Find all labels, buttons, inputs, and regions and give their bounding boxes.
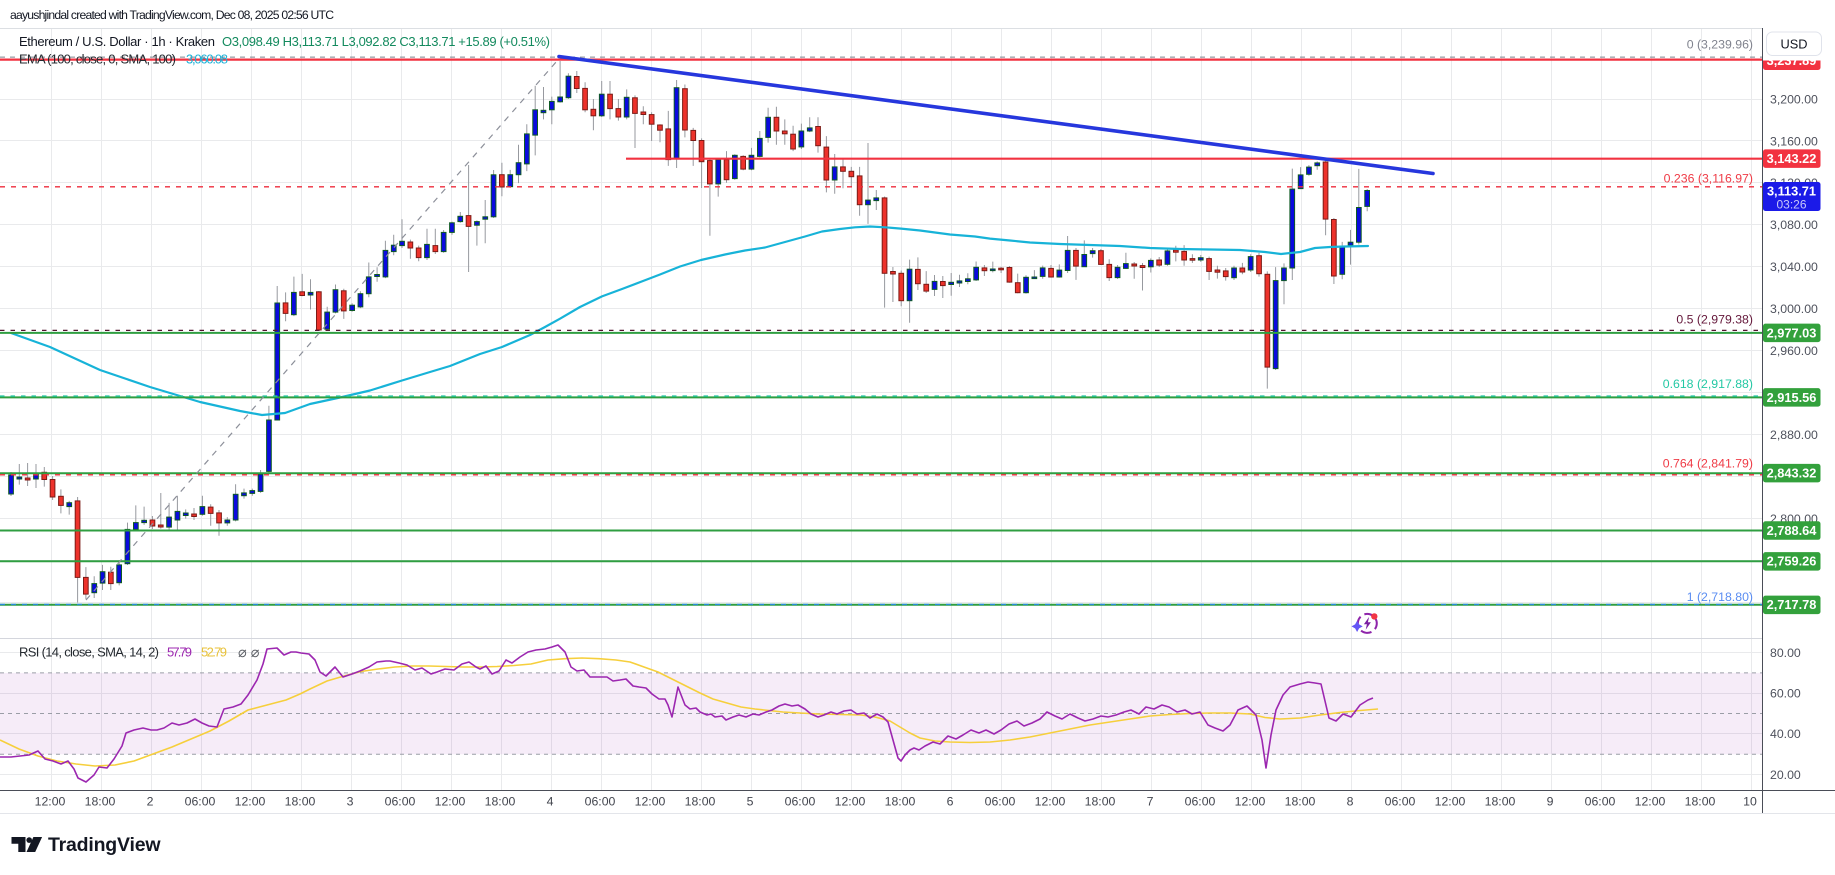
svg-text:0.236 (3,116.97): 0.236 (3,116.97) xyxy=(1664,172,1753,186)
svg-text:3,200.00: 3,200.00 xyxy=(1770,92,1818,106)
svg-text:3,040.00: 3,040.00 xyxy=(1770,260,1818,274)
svg-text:18:00: 18:00 xyxy=(1685,795,1716,809)
svg-text:10: 10 xyxy=(1743,795,1757,809)
svg-text:52.79: 52.79 xyxy=(201,645,227,660)
svg-text:5: 5 xyxy=(747,795,754,809)
svg-text:06:00: 06:00 xyxy=(1585,795,1616,809)
svg-text:12:00: 12:00 xyxy=(435,795,466,809)
svg-text:0.618 (2,917.88): 0.618 (2,917.88) xyxy=(1663,377,1753,391)
svg-text:Ethereum / U.S. Dollar · 1h ·: Ethereum / U.S. Dollar · 1h · Kraken xyxy=(19,34,215,49)
svg-text:18:00: 18:00 xyxy=(85,795,116,809)
svg-text:12:00: 12:00 xyxy=(1235,795,1266,809)
svg-text:6: 6 xyxy=(947,795,954,809)
svg-text:57.79: 57.79 xyxy=(167,645,192,660)
svg-text:0.5 (2,979.38): 0.5 (2,979.38) xyxy=(1676,313,1753,327)
svg-text:12:00: 12:00 xyxy=(1035,795,1066,809)
svg-text:3: 3 xyxy=(347,795,354,809)
svg-text:18:00: 18:00 xyxy=(1485,795,1516,809)
svg-text:2,717.78: 2,717.78 xyxy=(1767,597,1817,612)
svg-text:⌀ ⌀: ⌀ ⌀ xyxy=(238,645,260,661)
svg-text:80.00: 80.00 xyxy=(1770,646,1801,660)
svg-text:18:00: 18:00 xyxy=(485,795,516,809)
svg-text:2,880.00: 2,880.00 xyxy=(1770,428,1818,442)
svg-text:18:00: 18:00 xyxy=(285,795,316,809)
svg-text:3,000.00: 3,000.00 xyxy=(1770,302,1818,316)
svg-text:3,143.22: 3,143.22 xyxy=(1767,151,1817,166)
svg-text:3,237.89: 3,237.89 xyxy=(1767,53,1817,68)
svg-text:USD: USD xyxy=(1780,37,1807,52)
svg-text:06:00: 06:00 xyxy=(185,795,216,809)
svg-text:aayushjindal created with Trad: aayushjindal created with TradingView.co… xyxy=(10,8,334,22)
svg-text:06:00: 06:00 xyxy=(1185,795,1216,809)
svg-text:18:00: 18:00 xyxy=(1285,795,1316,809)
svg-text:1 (2,718.80): 1 (2,718.80) xyxy=(1687,590,1753,604)
svg-text:0 (3,239.96): 0 (3,239.96) xyxy=(1687,38,1753,52)
svg-text:12:00: 12:00 xyxy=(235,795,266,809)
svg-text:12:00: 12:00 xyxy=(1635,795,1666,809)
svg-text:2,788.64: 2,788.64 xyxy=(1767,523,1818,538)
svg-text:8: 8 xyxy=(1347,795,1354,809)
svg-text:12:00: 12:00 xyxy=(1435,795,1466,809)
svg-text:3,113.71: 3,113.71 xyxy=(1767,183,1816,198)
svg-text:TradingView: TradingView xyxy=(48,834,161,856)
svg-text:60.00: 60.00 xyxy=(1770,687,1801,701)
svg-text:18:00: 18:00 xyxy=(1085,795,1116,809)
svg-text:2,960.00: 2,960.00 xyxy=(1770,344,1818,358)
svg-text:9: 9 xyxy=(1547,795,1554,809)
svg-text:06:00: 06:00 xyxy=(385,795,416,809)
svg-text:20.00: 20.00 xyxy=(1770,768,1801,782)
svg-text:7: 7 xyxy=(1147,795,1154,809)
svg-text:18:00: 18:00 xyxy=(685,795,716,809)
svg-text:2,977.03: 2,977.03 xyxy=(1767,325,1817,340)
svg-text:RSI (14, close, SMA, 14, 2): RSI (14, close, SMA, 14, 2) xyxy=(19,645,159,660)
svg-text:3,160.00: 3,160.00 xyxy=(1770,134,1818,148)
svg-text:2,759.26: 2,759.26 xyxy=(1767,554,1817,569)
svg-text:4: 4 xyxy=(547,795,554,809)
svg-text:0.764 (2,841.79): 0.764 (2,841.79) xyxy=(1663,457,1753,471)
svg-text:06:00: 06:00 xyxy=(1385,795,1416,809)
svg-text:18:00: 18:00 xyxy=(885,795,916,809)
svg-text:2: 2 xyxy=(147,795,154,809)
svg-text:40.00: 40.00 xyxy=(1770,727,1801,741)
svg-text:EMA (100, close, 0, SMA, 100): EMA (100, close, 0, SMA, 100) xyxy=(19,52,176,67)
svg-text:O3,098.49 H3,113.71 L3,092.8: O3,098.49 H3,113.71 L3,092.82 C3,113.71 … xyxy=(222,34,550,49)
svg-text:12:00: 12:00 xyxy=(35,795,66,809)
svg-text:3,060.08: 3,060.08 xyxy=(186,52,228,67)
svg-text:12:00: 12:00 xyxy=(635,795,666,809)
svg-text:06:00: 06:00 xyxy=(785,795,816,809)
svg-text:12:00: 12:00 xyxy=(835,795,866,809)
svg-text:06:00: 06:00 xyxy=(585,795,616,809)
svg-text:03:26: 03:26 xyxy=(1776,197,1806,211)
svg-text:3,080.00: 3,080.00 xyxy=(1770,218,1818,232)
svg-text:2,915.56: 2,915.56 xyxy=(1767,390,1817,405)
svg-text:2,843.32: 2,843.32 xyxy=(1767,466,1817,481)
svg-text:06:00: 06:00 xyxy=(985,795,1016,809)
